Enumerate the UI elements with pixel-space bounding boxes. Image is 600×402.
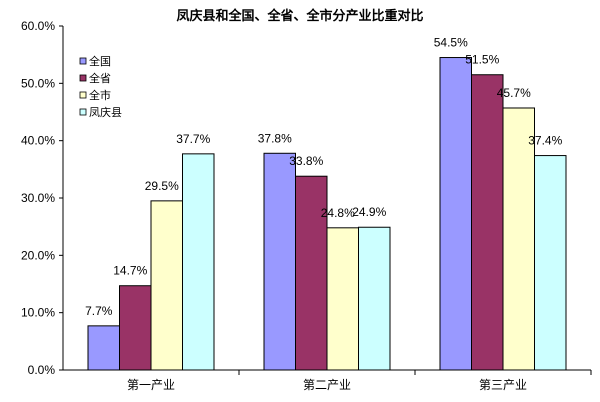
legend-label: 全市 bbox=[89, 88, 111, 102]
legend-swatch bbox=[79, 74, 87, 82]
legend-swatch bbox=[79, 108, 87, 116]
data-label: 7.7% bbox=[85, 304, 113, 318]
data-label: 45.7% bbox=[497, 86, 531, 100]
bar bbox=[439, 57, 472, 371]
y-tick-label: 10.0% bbox=[21, 306, 55, 320]
y-tick-label: 20.0% bbox=[21, 248, 55, 262]
y-tick-label: 60.0% bbox=[21, 19, 55, 33]
bar bbox=[150, 200, 183, 371]
data-label: 24.8% bbox=[321, 206, 355, 220]
data-label: 54.5% bbox=[434, 36, 468, 50]
bar bbox=[119, 285, 152, 371]
y-tick-label: 40.0% bbox=[21, 134, 55, 148]
data-label: 33.8% bbox=[289, 154, 323, 168]
data-label: 29.5% bbox=[145, 179, 179, 193]
legend-swatch bbox=[79, 57, 87, 65]
legend-swatch bbox=[79, 91, 87, 99]
data-label: 14.7% bbox=[113, 264, 147, 278]
data-label: 24.9% bbox=[352, 205, 386, 219]
chart-title: 凤庆县和全国、全省、全市分产业比重对比 bbox=[176, 8, 423, 24]
bar bbox=[534, 155, 567, 371]
data-label: 37.8% bbox=[258, 131, 292, 145]
data-label: 37.4% bbox=[528, 134, 562, 148]
legend-label: 凤庆县 bbox=[89, 105, 122, 119]
x-tick-label: 第一产业 bbox=[127, 378, 175, 392]
bar bbox=[471, 74, 504, 371]
x-tick-label: 第二产业 bbox=[303, 378, 351, 392]
bar bbox=[263, 152, 296, 371]
bar bbox=[87, 325, 120, 371]
y-tick-label: 30.0% bbox=[21, 191, 55, 205]
x-tick-label: 第三产业 bbox=[479, 378, 527, 392]
y-tick-label: 50.0% bbox=[21, 76, 55, 90]
bar bbox=[326, 227, 359, 371]
bar bbox=[295, 175, 328, 371]
data-label: 37.7% bbox=[176, 132, 210, 146]
legend-label: 全省 bbox=[89, 71, 111, 85]
bar bbox=[182, 153, 215, 371]
bar bbox=[358, 226, 391, 371]
legend-label: 全国 bbox=[89, 54, 111, 68]
y-tick-label: 0.0% bbox=[28, 363, 56, 377]
data-label: 51.5% bbox=[465, 53, 499, 67]
